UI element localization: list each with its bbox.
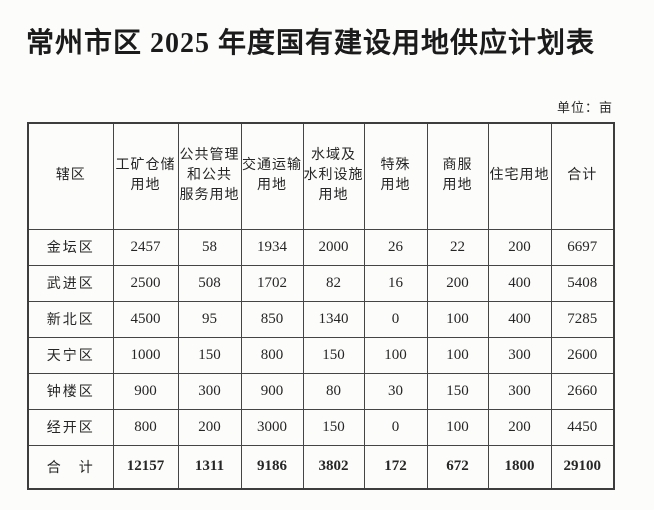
value-cell: 100 (426, 300, 489, 338)
total-value-cell: 29100 (550, 444, 615, 490)
value-cell: 900 (112, 372, 179, 410)
value-cell: 0 (363, 300, 428, 338)
value-cell: 26 (363, 228, 428, 266)
value-cell: 4500 (112, 300, 179, 338)
value-cell: 800 (240, 336, 304, 374)
value-cell: 100 (426, 336, 489, 374)
total-value-cell: 1800 (487, 444, 552, 490)
table-row: 天宁区 1000 150 800 150 100 100 300 2600 (27, 336, 615, 374)
value-cell: 1000 (112, 336, 179, 374)
page-title: 常州市区 2025 年度国有建设用地供应计划表 (26, 28, 596, 59)
value-cell: 22 (426, 228, 489, 266)
total-value-cell: 672 (426, 444, 489, 490)
table-row: 金坛区 2457 58 1934 2000 26 22 200 6697 (27, 228, 615, 266)
district-cell: 经开区 (27, 408, 114, 446)
total-label-cell: 合 计 (27, 444, 114, 490)
value-cell: 1702 (240, 264, 304, 302)
value-cell: 16 (363, 264, 428, 302)
value-cell: 150 (426, 372, 489, 410)
value-cell: 850 (240, 300, 304, 338)
header-cell-district: 辖区 (27, 122, 114, 230)
value-cell: 2000 (302, 228, 365, 266)
value-cell: 300 (487, 372, 552, 410)
land-supply-plan-table: 辖区 工矿仓储 用地 公共管理 和公共 服务用地 交通运输 用地 水域及 水利设… (27, 122, 615, 490)
total-value-cell: 172 (363, 444, 428, 490)
value-cell: 6697 (550, 228, 615, 266)
district-cell: 武进区 (27, 264, 114, 302)
value-cell: 200 (487, 408, 552, 446)
value-cell: 2457 (112, 228, 179, 266)
value-cell: 95 (177, 300, 242, 338)
header-cell-total: 合计 (550, 122, 615, 230)
value-cell: 200 (487, 228, 552, 266)
header-cell-public-service: 公共管理 和公共 服务用地 (177, 122, 242, 230)
value-cell: 400 (487, 264, 552, 302)
value-cell: 30 (363, 372, 428, 410)
total-value-cell: 12157 (112, 444, 179, 490)
table-header-row: 辖区 工矿仓储 用地 公共管理 和公共 服务用地 交通运输 用地 水域及 水利设… (27, 122, 615, 230)
value-cell: 2600 (550, 336, 615, 374)
table-row: 新北区 4500 95 850 1340 0 100 400 7285 (27, 300, 615, 338)
value-cell: 508 (177, 264, 242, 302)
value-cell: 82 (302, 264, 365, 302)
value-cell: 150 (302, 336, 365, 374)
value-cell: 1340 (302, 300, 365, 338)
district-cell: 钟楼区 (27, 372, 114, 410)
header-cell-water-facilities: 水域及 水利设施 用地 (302, 122, 365, 230)
value-cell: 2500 (112, 264, 179, 302)
value-cell: 1934 (240, 228, 304, 266)
value-cell: 80 (302, 372, 365, 410)
header-cell-industrial-storage: 工矿仓储 用地 (112, 122, 179, 230)
total-value-cell: 1311 (177, 444, 242, 490)
district-cell: 金坛区 (27, 228, 114, 266)
value-cell: 5408 (550, 264, 615, 302)
value-cell: 0 (363, 408, 428, 446)
value-cell: 100 (426, 408, 489, 446)
value-cell: 7285 (550, 300, 615, 338)
value-cell: 100 (363, 336, 428, 374)
value-cell: 4450 (550, 408, 615, 446)
value-cell: 400 (487, 300, 552, 338)
value-cell: 900 (240, 372, 304, 410)
value-cell: 150 (177, 336, 242, 374)
value-cell: 800 (112, 408, 179, 446)
value-cell: 200 (426, 264, 489, 302)
total-value-cell: 9186 (240, 444, 304, 490)
unit-label: 单位：亩 (556, 100, 613, 115)
total-value-cell: 3802 (302, 444, 365, 490)
table-row: 经开区 800 200 3000 150 0 100 200 4450 (27, 408, 615, 446)
table-row: 武进区 2500 508 1702 82 16 200 400 5408 (27, 264, 615, 302)
header-cell-special: 特殊 用地 (363, 122, 428, 230)
value-cell: 2660 (550, 372, 615, 410)
value-cell: 3000 (240, 408, 304, 446)
district-cell: 新北区 (27, 300, 114, 338)
district-cell: 天宁区 (27, 336, 114, 374)
value-cell: 150 (302, 408, 365, 446)
header-cell-transport: 交通运输 用地 (240, 122, 304, 230)
header-cell-commercial: 商服 用地 (426, 122, 489, 230)
value-cell: 300 (487, 336, 552, 374)
table-total-row: 合 计 12157 1311 9186 3802 172 672 1800 29… (27, 444, 615, 490)
value-cell: 300 (177, 372, 242, 410)
value-cell: 58 (177, 228, 242, 266)
table-row: 钟楼区 900 300 900 80 30 150 300 2660 (27, 372, 615, 410)
value-cell: 200 (177, 408, 242, 446)
header-cell-residential: 住宅用地 (487, 122, 552, 230)
